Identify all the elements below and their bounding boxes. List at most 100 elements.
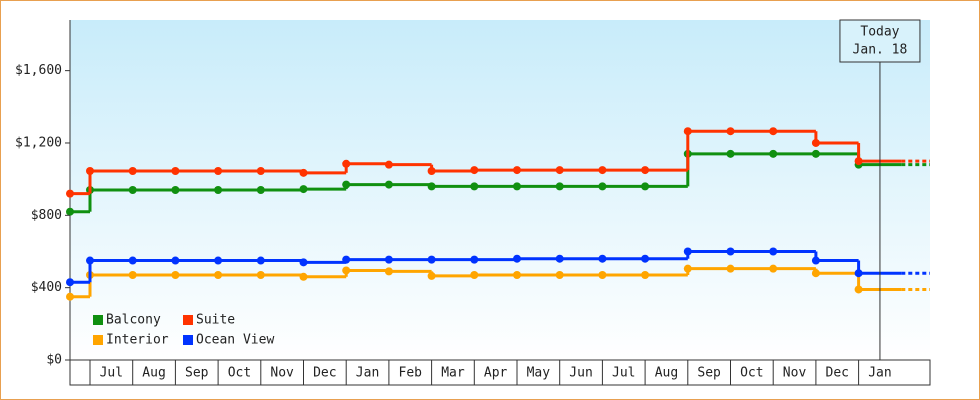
point (811, 256, 820, 265)
x-tick-label: Jul (612, 366, 635, 381)
legend-swatch (93, 335, 103, 345)
point (470, 255, 479, 264)
point (811, 138, 820, 147)
point (384, 180, 393, 189)
x-tick-label: Nov (270, 366, 294, 381)
point (683, 247, 692, 256)
legend-swatch (93, 315, 103, 325)
point (214, 256, 223, 265)
point (299, 185, 308, 194)
point (171, 186, 180, 194)
point (299, 258, 308, 267)
point (555, 254, 564, 263)
point (470, 166, 479, 175)
point (384, 255, 393, 264)
point (598, 271, 607, 279)
x-tick-label: Dec (313, 366, 336, 381)
point (128, 167, 137, 176)
x-tick-label: Nov (783, 366, 807, 381)
today-label: Today (860, 25, 899, 40)
point (513, 166, 521, 175)
point (811, 149, 820, 158)
point (214, 271, 223, 279)
point (726, 264, 735, 273)
point (256, 271, 265, 279)
point (683, 264, 692, 273)
point (726, 149, 735, 158)
point (66, 278, 74, 287)
point (86, 167, 94, 176)
point (384, 160, 393, 169)
x-tick-label: Aug (655, 366, 678, 381)
legend-label: Balcony (106, 313, 161, 328)
point (854, 269, 863, 278)
point (769, 127, 778, 136)
x-axis-box (69, 359, 931, 386)
x-tick-label: Jul (100, 366, 123, 381)
point (470, 182, 479, 191)
point (726, 247, 735, 256)
x-tick-label: May (527, 366, 551, 381)
point (427, 167, 436, 176)
point (513, 254, 521, 263)
point (214, 167, 223, 176)
x-tick-label: Apr (484, 366, 508, 381)
point (171, 167, 180, 176)
point (854, 157, 863, 166)
point (171, 256, 180, 265)
point (641, 166, 650, 175)
legend-swatch (183, 335, 193, 345)
point (342, 255, 351, 264)
point (811, 269, 820, 278)
point (513, 182, 521, 191)
x-tick-label: Feb (399, 366, 423, 381)
legend-label: Suite (196, 313, 235, 328)
x-tick-label: Jan (868, 366, 891, 381)
point (513, 271, 521, 279)
y-tick-label: $400 (31, 280, 62, 295)
point (128, 271, 137, 279)
point (854, 285, 863, 294)
point (66, 292, 74, 301)
point (384, 267, 393, 276)
point (427, 182, 436, 191)
point (342, 180, 351, 189)
point (299, 168, 308, 177)
y-tick-label: $1,600 (15, 63, 62, 78)
point (299, 272, 308, 281)
point (470, 271, 479, 279)
point (641, 271, 650, 279)
legend-label: Ocean View (196, 333, 274, 348)
y-tick-label: $0 (46, 353, 62, 368)
x-tick-label: Mar (441, 366, 465, 381)
x-tick-label: Oct (740, 366, 763, 381)
point (66, 207, 74, 216)
point (256, 186, 265, 194)
point (427, 271, 436, 280)
legend-swatch (183, 315, 193, 325)
point (598, 182, 607, 191)
x-tick-label: Oct (228, 366, 251, 381)
point (256, 256, 265, 265)
point (555, 271, 564, 279)
x-tick-label: Sep (185, 366, 209, 381)
point (769, 264, 778, 273)
point (128, 256, 137, 265)
point (342, 266, 351, 275)
point (641, 254, 650, 263)
point (342, 159, 351, 168)
today-box (839, 19, 921, 63)
point (769, 247, 778, 256)
today-label: Jan. 18 (853, 43, 908, 58)
point (427, 255, 436, 264)
point (256, 167, 265, 176)
point (555, 182, 564, 191)
point (86, 256, 94, 265)
point (641, 182, 650, 191)
x-tick-label: Sep (697, 366, 721, 381)
point (171, 271, 180, 279)
y-tick-label: $1,200 (15, 135, 62, 150)
point (128, 186, 137, 194)
x-tick-label: Aug (142, 366, 165, 381)
point (66, 189, 74, 198)
